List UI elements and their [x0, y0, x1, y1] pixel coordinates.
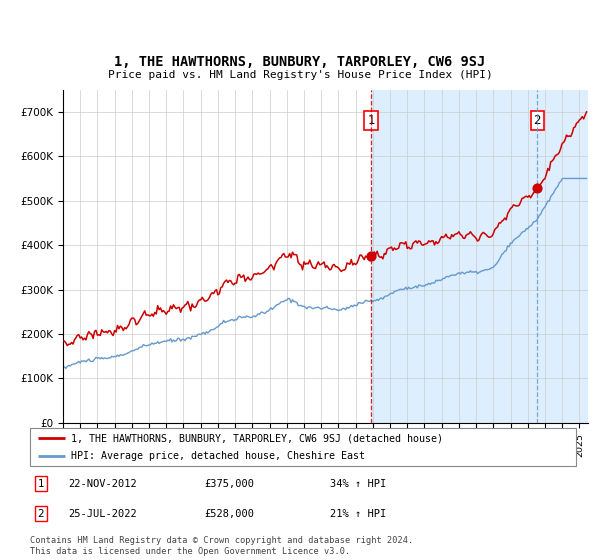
Text: 1: 1	[38, 479, 44, 488]
Text: £375,000: £375,000	[205, 479, 255, 488]
Text: 1: 1	[367, 114, 375, 127]
Text: 22-NOV-2012: 22-NOV-2012	[68, 479, 137, 488]
Text: 2: 2	[38, 509, 44, 519]
Text: Contains HM Land Registry data © Crown copyright and database right 2024.
This d: Contains HM Land Registry data © Crown c…	[30, 536, 413, 556]
Text: 1, THE HAWTHORNS, BUNBURY, TARPORLEY, CW6 9SJ: 1, THE HAWTHORNS, BUNBURY, TARPORLEY, CW…	[115, 55, 485, 69]
Text: HPI: Average price, detached house, Cheshire East: HPI: Average price, detached house, Ches…	[71, 451, 365, 461]
Point	[532, 184, 542, 193]
Text: £528,000: £528,000	[205, 509, 255, 519]
Point	[367, 252, 376, 261]
Text: 21% ↑ HPI: 21% ↑ HPI	[331, 509, 386, 519]
Text: Price paid vs. HM Land Registry's House Price Index (HPI): Price paid vs. HM Land Registry's House …	[107, 69, 493, 80]
Text: 25-JUL-2022: 25-JUL-2022	[68, 509, 137, 519]
Text: 2: 2	[533, 114, 541, 127]
Text: 1, THE HAWTHORNS, BUNBURY, TARPORLEY, CW6 9SJ (detached house): 1, THE HAWTHORNS, BUNBURY, TARPORLEY, CW…	[71, 433, 443, 443]
Text: 34% ↑ HPI: 34% ↑ HPI	[331, 479, 386, 488]
Bar	[371, 90, 588, 423]
FancyBboxPatch shape	[30, 428, 576, 466]
